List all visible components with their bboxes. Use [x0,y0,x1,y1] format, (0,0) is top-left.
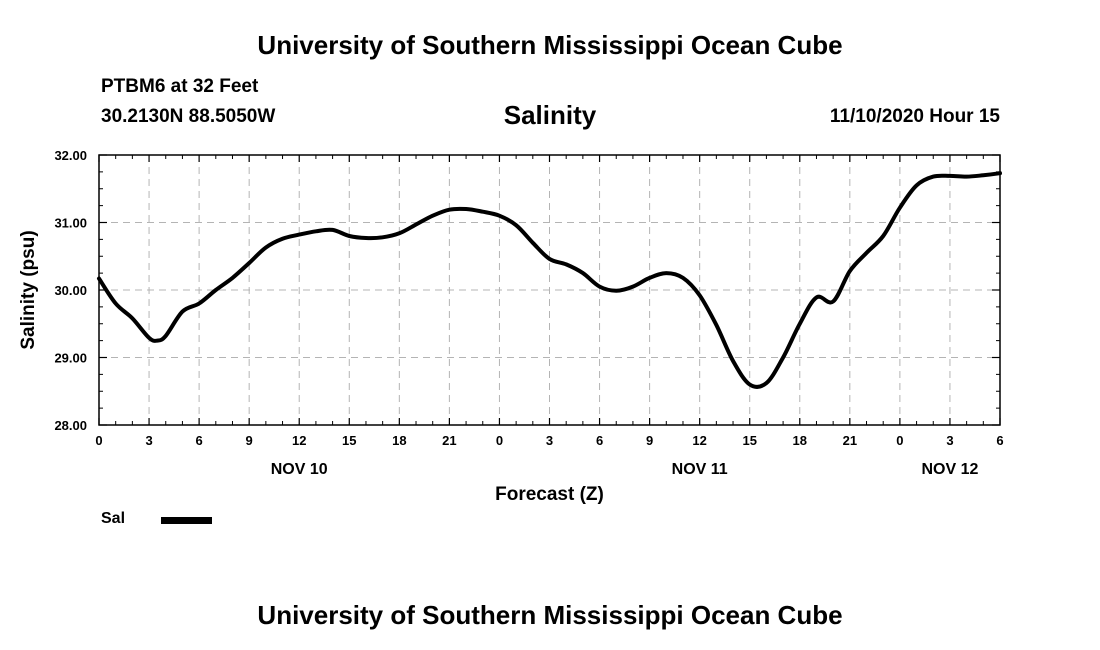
x-tick-label: 3 [546,433,553,448]
x-tick-label: 21 [843,433,857,448]
legend-label: Sal [101,510,126,527]
x-tick-label: 0 [496,433,503,448]
y-tick-label: 32.00 [54,148,87,163]
salinity-series-line [97,171,1002,389]
x-tick-label: 18 [793,433,807,448]
x-tick-label: 21 [442,433,456,448]
axis-ticks: 0 3 6 9 12 15 18 21 0 3 6 9 12 15 18 21 0 3 6 28.00 29.00 30.… [54,148,1003,478]
y-axis-label: Salinity (psu) [18,230,39,349]
x-tick-label: 6 [596,433,603,448]
x-tick-label: 9 [646,433,653,448]
y-tick-label: 29.00 [54,351,87,366]
x-tick-label: 6 [195,433,202,448]
footer-title: University of Southern Mississippi Ocean… [257,600,843,630]
y-tick-label: 31.00 [54,216,87,231]
day-label: NOV 12 [921,461,978,478]
x-tick-label: 3 [145,433,152,448]
x-tick-label: 6 [996,433,1003,448]
chart-title: Salinity [503,100,597,130]
x-tick-label: 15 [742,433,756,448]
x-tick-label: 18 [392,433,406,448]
x-tick-label: 12 [692,433,706,448]
forecast-datetime: 11/10/2020 Hour 15 [829,106,1000,127]
grid-lines [99,155,1000,425]
x-tick-label: 3 [946,433,953,448]
coordinates-label: 30.2130N 88.5050W [101,106,276,127]
x-tick-label: 0 [896,433,903,448]
x-tick-label: 15 [342,433,356,448]
page-title: University of Southern Mississippi Ocean… [257,30,843,60]
day-label: NOV 11 [672,461,728,478]
day-label: NOV 10 [271,461,328,478]
y-tick-label: 28.00 [54,418,87,433]
station-label: PTBM6 at 32 Feet [101,76,259,97]
y-tick-label: 30.00 [54,283,87,298]
x-tick-label: 12 [292,433,306,448]
x-axis-label: Forecast (Z) [495,484,604,505]
x-tick-label: 0 [95,433,102,448]
legend-swatch [161,517,212,524]
x-tick-label: 9 [246,433,253,448]
